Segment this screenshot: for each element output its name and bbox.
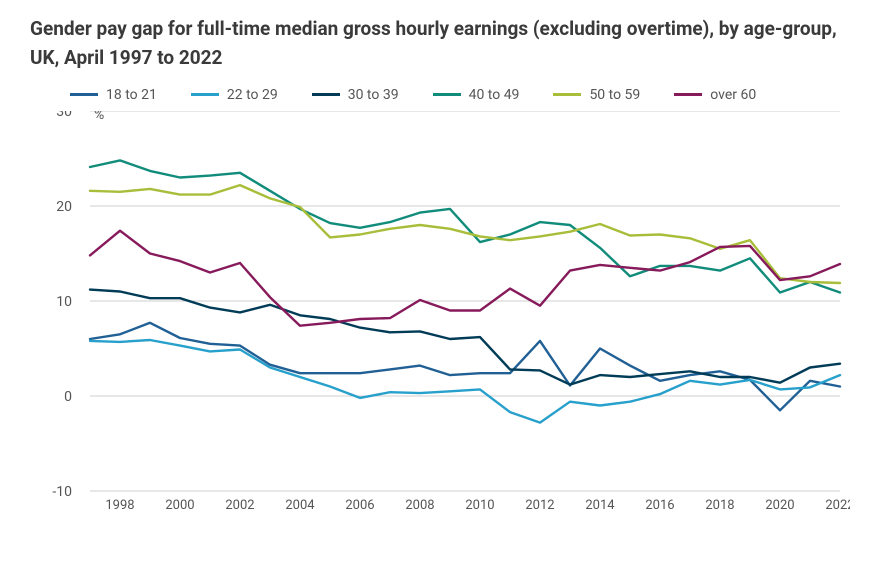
legend-label: 40 to 49 — [469, 87, 520, 103]
legend: 18 to 21 22 to 29 30 to 39 40 to 49 50 to 59… — [70, 87, 861, 103]
legend-item: over 60 — [674, 87, 756, 103]
legend-item: 18 to 21 — [70, 87, 157, 103]
y-tick-label: -10 — [52, 484, 72, 500]
legend-item: 50 to 59 — [553, 87, 640, 103]
chart-title: Gender pay gap for full-time median gros… — [30, 14, 861, 73]
x-tick-label: 2002 — [225, 498, 254, 511]
legend-label: 22 to 29 — [227, 87, 278, 103]
x-tick-label: 2006 — [345, 498, 374, 511]
chart-plot: -10 0 10 20 30% 1998 2000 2002 2004 2006 2008 2010 2… — [30, 111, 850, 511]
x-tick-label: 2016 — [645, 498, 674, 511]
legend-swatch — [191, 93, 219, 96]
series-line — [90, 340, 840, 423]
legend-label: over 60 — [710, 87, 756, 103]
x-tick-label: 1998 — [105, 498, 134, 511]
y-unit-label: % — [94, 111, 104, 123]
x-tick-label: 2004 — [285, 498, 315, 511]
legend-label: 50 to 59 — [589, 87, 640, 103]
legend-swatch — [70, 93, 98, 96]
x-tick-label: 2020 — [765, 498, 794, 511]
series-line — [90, 160, 840, 292]
y-tick-label: 0 — [64, 389, 72, 405]
x-tick-label: 2000 — [165, 498, 194, 511]
x-tick-label: 2008 — [405, 498, 434, 511]
legend-item: 40 to 49 — [433, 87, 520, 103]
legend-label: 18 to 21 — [106, 87, 157, 103]
y-tick-label: 20 — [56, 199, 72, 215]
x-tick-label: 2012 — [525, 498, 554, 511]
x-tick-label: 2022 — [825, 498, 850, 511]
legend-swatch — [553, 93, 581, 96]
y-tick-label: 10 — [56, 294, 72, 310]
y-tick-label: 30 — [56, 111, 72, 120]
legend-label: 30 to 39 — [348, 87, 399, 103]
chart-svg: -10 0 10 20 30% 1998 2000 2002 2004 2006 2008 2010 2… — [30, 111, 850, 511]
series-line — [90, 289, 840, 384]
series-line — [90, 231, 840, 326]
legend-item: 22 to 29 — [191, 87, 278, 103]
legend-swatch — [433, 93, 461, 96]
legend-swatch — [674, 93, 702, 96]
series-line — [90, 323, 840, 411]
x-tick-label: 2014 — [585, 498, 615, 511]
x-tick-label: 2010 — [465, 498, 494, 511]
legend-item: 30 to 39 — [312, 87, 399, 103]
x-tick-label: 2018 — [705, 498, 734, 511]
legend-swatch — [312, 93, 340, 96]
